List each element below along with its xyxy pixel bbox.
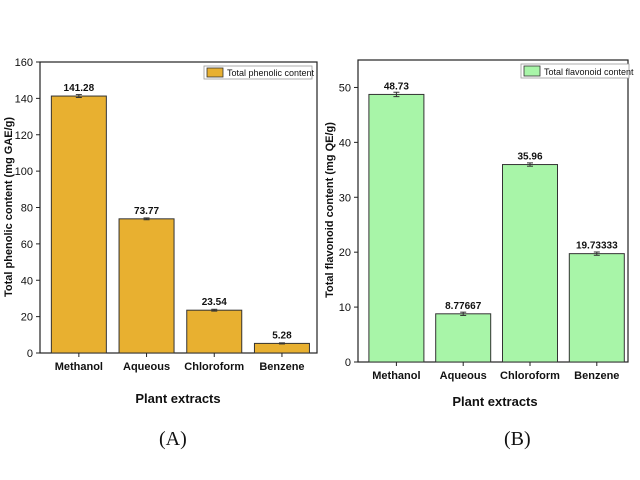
y-tick-label: 40 [339, 137, 351, 149]
legend-box [203, 65, 313, 80]
y-tick-label: 20 [21, 312, 33, 324]
y-tick-label: 120 [15, 130, 33, 142]
data-label: 8.77667 [445, 301, 482, 312]
y-tick-label: 50 [339, 82, 351, 94]
bar-chloroform [502, 164, 558, 363]
x-tick-label: Benzene [259, 361, 304, 373]
panel-a-label: (A) [159, 428, 187, 450]
x-tick-label: Aqueous [440, 370, 487, 382]
x-tick-label: Methanol [55, 361, 103, 373]
bar-benzene [253, 342, 310, 354]
chart-panel-a: 0 20 40 60 80 100 120 140 160 141.28 Methanol 73.77… [3, 57, 318, 406]
data-label: 141.28 [64, 83, 95, 94]
x-axis-label: Plant extracts [135, 391, 220, 406]
data-label: 73.77 [134, 206, 159, 217]
x-tick-label: Methanol [372, 370, 420, 382]
legend-label: Total phenolic content [227, 68, 315, 78]
data-label: 35.96 [517, 152, 542, 163]
y-axis-label: Total flavonoid content (mg QE/g) [324, 122, 336, 298]
bar-methanol [368, 93, 425, 363]
x-tick-label: Chloroform [184, 361, 244, 373]
legend-label: Total flavonoid content [544, 67, 634, 77]
data-label: 23.54 [202, 297, 227, 308]
y-tick-label: 40 [21, 275, 33, 287]
legend-box [520, 63, 630, 79]
bar-benzene [568, 253, 625, 363]
legend-swatch [206, 67, 224, 78]
y-tick-label: 20 [339, 247, 351, 259]
x-tick-label: Aqueous [123, 361, 170, 373]
bar-aqueous [435, 313, 492, 363]
bar-aqueous [118, 218, 175, 354]
data-label: 19.73333 [576, 241, 618, 252]
x-axis-label: Plant extracts [452, 394, 537, 409]
bar-chloroform [186, 309, 243, 354]
y-tick-label: 80 [21, 203, 33, 215]
y-tick-label: 0 [345, 357, 351, 369]
x-tick-label: Chloroform [500, 370, 560, 382]
y-tick-label: 10 [339, 302, 351, 314]
data-label: 48.73 [384, 81, 409, 92]
bar-methanol [50, 95, 107, 354]
data-label: 5.28 [272, 330, 292, 341]
x-tick-label: Benzene [574, 370, 619, 382]
y-tick-label: 60 [21, 239, 33, 251]
chart-panel-b: 0 10 20 30 40 50 48.73 Methanol 8.77667 Aqueous 35… [324, 59, 634, 409]
legend-swatch [523, 65, 541, 77]
y-tick-label: 140 [15, 93, 33, 105]
y-axis-label: Total phenolic content (mg GAE/g) [3, 117, 15, 297]
y-tick-label: 30 [339, 192, 351, 204]
panel-b-label: (B) [504, 428, 531, 450]
plot-frame [357, 59, 629, 363]
y-tick-label: 100 [15, 166, 33, 178]
y-tick-label: 0 [27, 348, 33, 360]
y-tick-label: 160 [15, 57, 33, 69]
